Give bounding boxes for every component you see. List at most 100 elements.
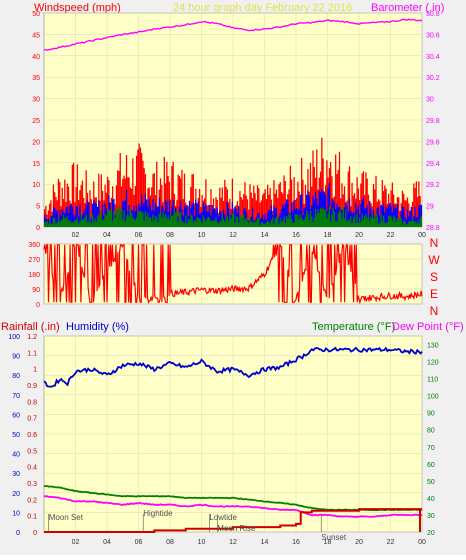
windspeed-tick-label: 20 bbox=[32, 139, 40, 146]
x-tick-label: 22 bbox=[387, 539, 395, 546]
climate-series bbox=[43, 346, 423, 533]
climate-panel-x-axis: 02 04 06 08 10 12 14 16 18 20 22 00 bbox=[72, 539, 426, 546]
direction-tick-label: 360 bbox=[28, 242, 40, 249]
x-tick-label: 22 bbox=[387, 232, 395, 239]
temperature-tick-label: 30 bbox=[427, 513, 435, 520]
temperature-tick-label: 100 bbox=[427, 394, 439, 401]
x-tick-label: 04 bbox=[103, 232, 111, 239]
x-tick-label: 06 bbox=[135, 539, 143, 546]
x-tick-label: 00 bbox=[418, 539, 426, 546]
humidity-tick-label: 40 bbox=[12, 452, 20, 459]
windspeed-tick-label: 0 bbox=[36, 225, 40, 232]
wind-series bbox=[43, 137, 423, 227]
barometer-tick-label: 28.8 bbox=[426, 225, 440, 232]
direction-axis: 0 90 180 270 360 bbox=[28, 242, 40, 309]
temperature-tick-label: 40 bbox=[427, 496, 435, 503]
temperature-tick-label: 70 bbox=[427, 445, 435, 452]
x-tick-label: 16 bbox=[292, 232, 300, 239]
barometer-axis-title: Barometer (.in) bbox=[371, 2, 444, 14]
humidity-tick-label: 0 bbox=[16, 530, 20, 537]
humidity-axis-title: Humidity (%) bbox=[66, 321, 129, 333]
rainfall-tick-label: 1 bbox=[33, 367, 37, 374]
event-label: Moon Set bbox=[49, 513, 84, 522]
temperature-axis-title: Temperature (°F) bbox=[312, 321, 395, 333]
windspeed-tick-label: 35 bbox=[32, 75, 40, 82]
windspeed-axis: 0 5 10 15 20 25 30 35 40 45 50 bbox=[32, 11, 40, 232]
temperature-axis: 20 30 40 50 60 70 80 90 100 110 120 130 bbox=[427, 343, 439, 537]
compass-label: S bbox=[430, 270, 438, 284]
barometer-axis: 28.8 29 29.2 29.4 29.6 29.8 30 30.2 30.4 30.6 30.8 bbox=[426, 11, 440, 232]
temperature-tick-label: 80 bbox=[427, 428, 435, 435]
event-label: Sunset bbox=[321, 533, 347, 542]
rainfall-tick-label: 0.6 bbox=[27, 432, 37, 439]
barometer-tick-label: 30.8 bbox=[426, 11, 440, 18]
windspeed-tick-label: 15 bbox=[32, 161, 40, 168]
humidity-tick-label: 100 bbox=[8, 334, 20, 341]
barometer-series bbox=[43, 18, 423, 51]
x-tick-label: 06 bbox=[135, 232, 143, 239]
x-tick-label: 14 bbox=[261, 232, 269, 239]
x-tick-label: 02 bbox=[72, 539, 80, 546]
rainfall-tick-label: 0.8 bbox=[27, 399, 37, 406]
rainfall-tick-label: 0.4 bbox=[27, 465, 37, 472]
barometer-tick-label: 29.8 bbox=[426, 118, 440, 125]
temperature-tick-label: 120 bbox=[427, 360, 439, 367]
direction-tick-label: 180 bbox=[28, 272, 40, 279]
rainfall-tick-label: 0.7 bbox=[27, 416, 37, 423]
x-tick-label: 08 bbox=[166, 539, 174, 546]
temperature-tick-label: 90 bbox=[427, 411, 435, 418]
humidity-tick-label: 80 bbox=[12, 373, 20, 380]
direction-tick-label: 90 bbox=[32, 287, 40, 294]
windspeed-tick-label: 30 bbox=[32, 97, 40, 104]
event-label: Lowtide bbox=[209, 513, 237, 522]
compass-label: N bbox=[430, 304, 439, 318]
dewpoint-axis-title: Dew Point (°F) bbox=[392, 321, 464, 333]
temperature-tick-label: 20 bbox=[427, 530, 435, 537]
rainfall-tick-label: 1.1 bbox=[27, 350, 37, 357]
rainfall-tick-label: 0.5 bbox=[27, 448, 37, 455]
windspeed-tick-label: 40 bbox=[32, 54, 40, 61]
windspeed-axis-title: Windspeed (mph) bbox=[34, 2, 121, 14]
barometer-tick-label: 29 bbox=[426, 204, 434, 211]
humidity-tick-label: 50 bbox=[12, 432, 20, 439]
rainfall-tick-label: 1.2 bbox=[27, 334, 37, 341]
temperature-tick-label: 50 bbox=[427, 479, 435, 486]
x-tick-label: 20 bbox=[355, 539, 363, 546]
temperature-tick-label: 110 bbox=[427, 377, 438, 384]
compass-label: E bbox=[430, 287, 438, 301]
direction-line bbox=[43, 243, 423, 305]
x-tick-label: 12 bbox=[229, 232, 237, 239]
humidity-tick-label: 90 bbox=[12, 354, 20, 361]
x-tick-label: 08 bbox=[166, 232, 174, 239]
compass-label: W bbox=[428, 253, 440, 267]
humidity-tick-label: 20 bbox=[12, 491, 20, 498]
humidity-tick-label: 10 bbox=[12, 510, 20, 517]
direction-tick-label: 0 bbox=[36, 302, 40, 309]
rainfall-line bbox=[44, 508, 422, 533]
wind-panel-x-axis: 02 04 06 08 10 12 14 16 18 20 22 00 bbox=[72, 232, 426, 239]
event-label: Moon Rise bbox=[217, 524, 256, 533]
temperature-tick-label: 60 bbox=[427, 462, 435, 469]
direction-series bbox=[43, 243, 423, 305]
x-tick-label: 12 bbox=[229, 539, 237, 546]
x-tick-label: 16 bbox=[292, 539, 300, 546]
rainfall-tick-label: 0.3 bbox=[27, 481, 37, 488]
windspeed-tick-label: 45 bbox=[32, 32, 40, 39]
windspeed-tick-label: 25 bbox=[32, 118, 40, 125]
windspeed-tick-label: 5 bbox=[36, 204, 40, 211]
rainfall-tick-label: 0.2 bbox=[27, 497, 37, 504]
barometer-tick-label: 29.4 bbox=[426, 161, 440, 168]
barometer-tick-label: 30.4 bbox=[426, 54, 440, 61]
x-tick-label: 00 bbox=[418, 232, 426, 239]
rainfall-axis: 0 0.1 0.2 0.3 0.4 0.5 0.6 0.7 0.8 0.9 1 1.1 1.2 bbox=[27, 334, 37, 537]
x-tick-label: 04 bbox=[103, 539, 111, 546]
x-tick-label: 14 bbox=[261, 539, 269, 546]
x-tick-label: 10 bbox=[198, 539, 206, 546]
barometer-tick-label: 30 bbox=[426, 97, 434, 104]
event-label: Hightide bbox=[143, 509, 173, 518]
rainfall-axis-title: Rainfall (.in) bbox=[1, 321, 60, 333]
barometer-tick-label: 30.6 bbox=[426, 32, 440, 39]
x-tick-label: 10 bbox=[198, 232, 206, 239]
